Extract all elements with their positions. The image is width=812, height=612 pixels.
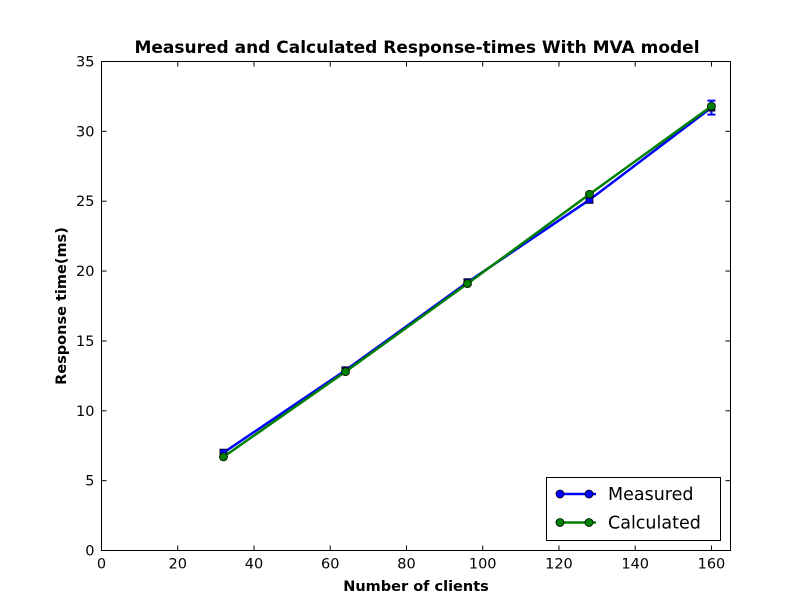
- y-tick-label: 5: [85, 474, 94, 490]
- y-axis-label: Response time(ms): [54, 227, 70, 385]
- plot-area: [219, 99, 716, 462]
- x-tick-label: 80: [397, 557, 415, 573]
- x-tick-label: 20: [169, 557, 187, 573]
- legend: Measured Calculated: [546, 477, 721, 541]
- y-tick-label: 15: [76, 334, 94, 350]
- x-tick-label: 0: [97, 557, 106, 573]
- y-tick-label: 20: [76, 264, 94, 280]
- legend-marker: [584, 518, 594, 527]
- y-tick-label: 10: [76, 404, 94, 420]
- plot-frame: [101, 61, 731, 551]
- x-axis-label: Number of clients: [343, 579, 489, 595]
- x-tick-label: 160: [698, 557, 726, 573]
- x-tick-label: 140: [621, 557, 649, 573]
- x-tick-label: 40: [245, 557, 263, 573]
- data-point-calculated: [219, 452, 228, 462]
- y-tick-label: 0: [85, 544, 94, 560]
- x-tick-label: 60: [321, 557, 339, 573]
- legend-label-measured: Measured: [608, 485, 693, 505]
- legend-marker: [584, 489, 594, 499]
- data-point-calculated: [463, 279, 472, 289]
- data-point-calculated: [585, 189, 594, 199]
- chart-title: Measured and Calculated Response-times W…: [134, 38, 699, 58]
- legend-box: [546, 477, 721, 541]
- data-point-calculated: [341, 367, 350, 377]
- x-tick-label: 120: [545, 557, 573, 573]
- y-tick-label: 35: [76, 55, 94, 71]
- legend-label-calculated: Calculated: [608, 514, 701, 534]
- legend-marker: [555, 489, 565, 499]
- axis-ticks: 0 20 40 60 80 100 120 140 160 0 5 10 15 20 25 30 35: [76, 55, 731, 573]
- legend-marker: [555, 518, 565, 527]
- data-point-calculated: [707, 101, 716, 111]
- y-tick-label: 30: [76, 124, 94, 140]
- x-tick-label: 100: [469, 557, 497, 573]
- y-tick-label: 25: [76, 194, 94, 210]
